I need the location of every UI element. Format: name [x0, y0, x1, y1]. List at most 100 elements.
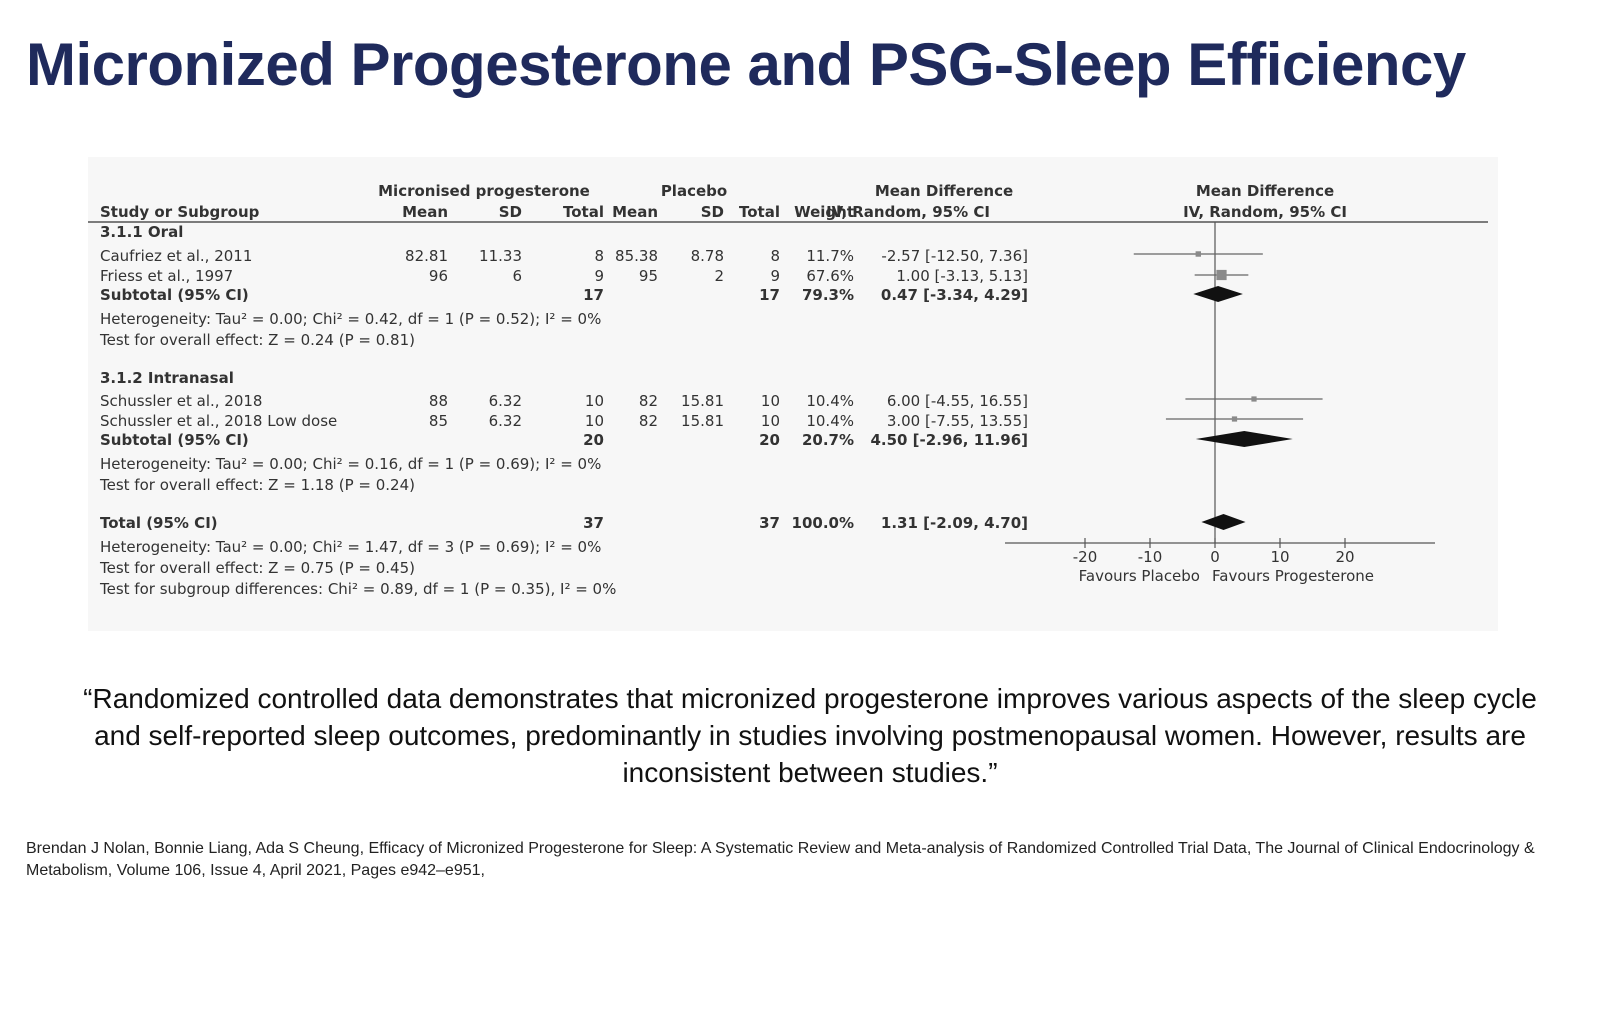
p-total: 37	[759, 514, 780, 532]
pooled-estimate-diamond	[1193, 286, 1243, 302]
total-heterogeneity-text: Heterogeneity: Tau² = 0.00; Chi² = 1.47,…	[100, 538, 601, 556]
p-sd: 2	[714, 267, 724, 285]
t-mean: 96	[429, 267, 448, 285]
subtotal-row: Subtotal (95% CI) 17 17 79.3% 0.47 [-3.3…	[100, 286, 1028, 304]
header-p-total: Total	[739, 203, 780, 221]
p-sd: 15.81	[681, 392, 724, 410]
x-axis-tick-label: 20	[1335, 548, 1354, 566]
p-total: 10	[761, 392, 780, 410]
study-name: Caufriez et al., 2011	[100, 247, 252, 265]
t-total: 37	[583, 514, 604, 532]
ci-text: 0.47 [-3.34, 4.29]	[881, 286, 1028, 304]
t-sd: 11.33	[479, 247, 522, 265]
weight: 67.6%	[806, 267, 854, 285]
p-mean: 82	[639, 412, 658, 430]
header-t-sd: SD	[499, 203, 522, 221]
p-total: 10	[761, 412, 780, 430]
weight: 10.4%	[806, 392, 854, 410]
point-estimate-marker	[1216, 269, 1227, 281]
p-mean: 95	[639, 267, 658, 285]
forest-plot: Micronised progesterone Placebo Mean Dif…	[88, 182, 1488, 598]
x-axis-tick-label: -20	[1073, 548, 1098, 566]
subtotal-label: Subtotal (95% CI)	[100, 431, 249, 449]
ci-text: 3.00 [-7.55, 13.55]	[887, 412, 1028, 430]
subgroup-title-intranasal: 3.1.2 Intranasal	[100, 369, 234, 387]
p-total: 20	[759, 431, 780, 449]
point-estimate-marker	[1195, 251, 1202, 257]
p-mean: 85.38	[615, 247, 658, 265]
weight: 10.4%	[806, 412, 854, 430]
p-total: 9	[770, 267, 780, 285]
citation: Brendan J Nolan, Bonnie Liang, Ada S Che…	[26, 840, 1535, 879]
header-ci-method: IV, Random, 95% CI	[826, 203, 990, 221]
t-total: 9	[594, 267, 604, 285]
overall-effect-text: Test for overall effect: Z = 0.24 (P = 0…	[99, 331, 415, 349]
weight: 100.0%	[792, 514, 854, 532]
t-total: 20	[583, 431, 604, 449]
p-total: 8	[770, 247, 780, 265]
plot-header-method: IV, Random, 95% CI	[1183, 203, 1347, 221]
subgroup-title-oral: 3.1.1 Oral	[100, 223, 183, 241]
plot-header-title: Mean Difference	[1196, 182, 1334, 200]
ci-text: 4.50 [-2.96, 11.96]	[870, 431, 1028, 449]
ci-text: -2.57 [-12.50, 7.36]	[881, 247, 1028, 265]
header-t-mean: Mean	[402, 203, 448, 221]
ci-text: 1.31 [-2.09, 4.70]	[881, 514, 1028, 532]
p-sd: 15.81	[681, 412, 724, 430]
t-total: 10	[585, 412, 604, 430]
p-total: 17	[759, 286, 780, 304]
table-row: Caufriez et al., 2011 82.81 11.33 8 85.3…	[100, 247, 1028, 265]
x-axis-tick-label: -10	[1138, 548, 1163, 566]
favours-right-label: Favours Progesterone	[1212, 567, 1374, 585]
subtotal-label: Subtotal (95% CI)	[100, 286, 249, 304]
point-estimate-marker	[1231, 416, 1238, 422]
slide-title: Micronized Progesterone and PSG-Sleep Ef…	[26, 31, 1466, 98]
weight: 20.7%	[802, 431, 854, 449]
total-label: Total (95% CI)	[100, 514, 218, 532]
total-row: Total (95% CI) 37 37 100.0% 1.31 [-2.09,…	[100, 514, 1028, 532]
t-mean: 82.81	[405, 247, 448, 265]
p-sd: 8.78	[691, 247, 724, 265]
header-placebo-group: Placebo	[661, 182, 727, 200]
total-overall-effect-text: Test for overall effect: Z = 0.75 (P = 0…	[99, 559, 415, 577]
heterogeneity-text: Heterogeneity: Tau² = 0.00; Chi² = 0.16,…	[100, 455, 601, 473]
subgroup-differences-text: Test for subgroup differences: Chi² = 0.…	[99, 580, 616, 598]
header-p-mean: Mean	[612, 203, 658, 221]
table-row: Schussler et al., 2018 Low dose 85 6.32 …	[100, 412, 1028, 430]
forest-plot-figure: Micronised progesterone Placebo Mean Dif…	[88, 157, 1498, 631]
x-axis-tick-label: 10	[1270, 548, 1289, 566]
table-row: Schussler et al., 2018 88 6.32 10 82 15.…	[100, 392, 1028, 410]
ci-text: 1.00 [-3.13, 5.13]	[896, 267, 1028, 285]
t-sd: 6.32	[489, 392, 522, 410]
heterogeneity-text: Heterogeneity: Tau² = 0.00; Chi² = 0.42,…	[100, 310, 601, 328]
summary-quote: “Randomized controlled data demonstrates…	[83, 683, 1537, 788]
p-mean: 82	[639, 392, 658, 410]
table-row: Friess et al., 1997 96 6 9 95 2 9 67.6% …	[100, 267, 1028, 285]
header-weight: Weight	[794, 203, 854, 221]
t-mean: 85	[429, 412, 448, 430]
header-t-total: Total	[563, 203, 604, 221]
overall-effect-text: Test for overall effect: Z = 1.18 (P = 0…	[99, 476, 415, 494]
t-sd: 6.32	[489, 412, 522, 430]
t-total: 10	[585, 392, 604, 410]
t-total: 17	[583, 286, 604, 304]
pooled-estimate-diamond	[1201, 514, 1246, 530]
t-sd: 6	[512, 267, 522, 285]
subtotal-row: Subtotal (95% CI) 20 20 20.7% 4.50 [-2.9…	[100, 431, 1028, 449]
header-md-group: Mean Difference	[875, 182, 1013, 200]
study-name: Friess et al., 1997	[100, 267, 233, 285]
header-study: Study or Subgroup	[100, 203, 260, 221]
weight: 79.3%	[802, 286, 854, 304]
study-name: Schussler et al., 2018 Low dose	[100, 412, 337, 430]
point-estimate-marker	[1251, 396, 1257, 402]
t-total: 8	[594, 247, 604, 265]
forest-plot-area: -20 -10 0 10 20	[1005, 222, 1435, 566]
weight: 11.7%	[806, 247, 854, 265]
header-treatment-group: Micronised progesterone	[378, 182, 590, 200]
study-name: Schussler et al., 2018	[100, 392, 262, 410]
ci-text: 6.00 [-4.55, 16.55]	[887, 392, 1028, 410]
x-axis-tick-label: 0	[1210, 548, 1220, 566]
favours-left-label: Favours Placebo	[1079, 567, 1200, 585]
header-p-sd: SD	[701, 203, 724, 221]
pooled-estimate-diamond	[1195, 431, 1293, 447]
